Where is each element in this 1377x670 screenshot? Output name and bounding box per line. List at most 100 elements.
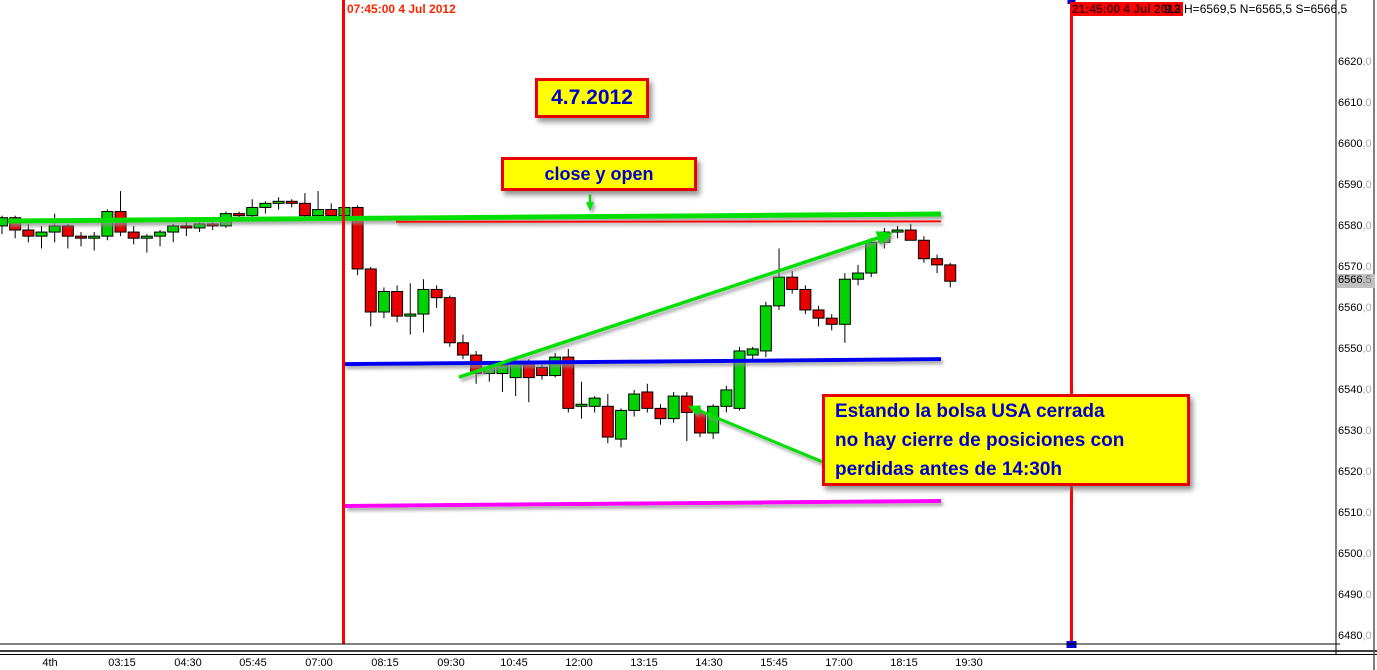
candle-body — [285, 200, 298, 204]
candle-body — [417, 288, 430, 315]
time-axis-label: 18:15 — [890, 657, 918, 669]
uptrend-arrow-head[interactable] — [875, 231, 893, 245]
close-open-annotation-box[interactable]: close y open — [501, 157, 697, 191]
price-axis-label: 6590,0 — [1338, 178, 1372, 191]
candle-body — [206, 223, 219, 227]
note-arrow-head[interactable] — [688, 405, 702, 416]
candle-body — [312, 209, 325, 217]
price-axis-label: 6610,0 — [1338, 96, 1372, 109]
candle-body — [496, 364, 509, 375]
price-axis-label: 6560,0 — [1338, 301, 1372, 314]
candle-body — [127, 231, 140, 239]
price-axis-label: 6520,0 — [1338, 465, 1372, 478]
candle-body — [443, 297, 456, 344]
candle-body — [167, 225, 180, 233]
candle-body — [351, 206, 364, 270]
candle-body — [601, 405, 614, 438]
price-axis-label: 6570,0 — [1338, 260, 1372, 273]
time-axis-label: 09:30 — [437, 657, 465, 669]
candle-body — [88, 235, 101, 239]
time-axis-label: 4th — [42, 657, 58, 669]
candle-body — [75, 235, 88, 239]
price-axis-label: 6490,0 — [1338, 588, 1372, 601]
candle-body — [404, 313, 417, 317]
candle-body — [233, 213, 246, 217]
candle-body — [9, 217, 22, 231]
usa-market-note-box[interactable]: Estando la bolsa USA cerrada no hay cier… — [822, 394, 1190, 486]
drawing-objects-layer — [7, 194, 942, 508]
time-axis-label: 15:45 — [760, 657, 788, 669]
candle-body — [680, 395, 693, 413]
candle-body — [720, 389, 733, 407]
candle-body — [654, 407, 667, 420]
last-price-tag: 6566,5 — [1337, 274, 1375, 289]
time-axis-label: 17:00 — [825, 657, 853, 669]
candle-body — [430, 288, 443, 299]
date-annotation-box[interactable]: 4.7.2012 — [535, 78, 649, 118]
price-axis-label: 6530,0 — [1338, 424, 1372, 437]
candle-body — [931, 258, 944, 266]
price-axis-label: 6510,0 — [1338, 506, 1372, 519]
close-open-pointer-arrow-head[interactable] — [585, 202, 595, 212]
candle-body — [140, 235, 153, 239]
candle-body — [0, 217, 8, 227]
note-line-2: no hay cierre de posiciones con — [835, 429, 1125, 451]
price-axis-label: 6600,0 — [1338, 137, 1372, 150]
candle-body — [575, 403, 588, 407]
candle-body — [746, 348, 759, 356]
price-axis-label: 6540,0 — [1338, 383, 1372, 396]
time-axis-label: 08:15 — [371, 657, 399, 669]
candle-body — [588, 397, 601, 407]
price-axis-label: 6550,0 — [1338, 342, 1372, 355]
date-annotation-label: 4.7.2012 — [551, 86, 633, 109]
time-axis-label: 04:30 — [174, 657, 202, 669]
time-axis-label: 19:30 — [955, 657, 983, 669]
candle-body — [891, 229, 904, 233]
right-vline-timestamp: 21:45:00 4 Jul 2012 — [1070, 2, 1183, 16]
note-arrow[interactable] — [698, 409, 824, 464]
candle-body — [522, 362, 535, 379]
candle-body — [667, 395, 680, 420]
close-open-green-line[interactable] — [7, 211, 942, 224]
candle-body — [641, 391, 654, 409]
time-axis-label: 12:00 — [565, 657, 593, 669]
candle-body — [786, 276, 799, 290]
price-axis-label: 6480,0 — [1338, 629, 1372, 642]
price-axis-label: 6500,0 — [1338, 547, 1372, 560]
candle-body — [812, 309, 825, 319]
candle-body — [917, 239, 930, 260]
candle-body — [154, 231, 167, 237]
candle-body — [193, 223, 206, 229]
candle-body — [246, 206, 259, 217]
magenta-support-line[interactable] — [344, 499, 942, 508]
candle-body — [535, 366, 548, 377]
time-axis-label: 03:15 — [108, 657, 136, 669]
candle-body — [825, 317, 838, 325]
candle-body — [180, 225, 193, 229]
time-axis-label: 07:00 — [305, 657, 333, 669]
candle-body — [852, 272, 865, 280]
candle-body — [298, 202, 311, 217]
note-line-3: perdidas antes de 14:30h — [835, 458, 1063, 480]
candle-body — [838, 278, 851, 325]
candle-body — [48, 225, 61, 233]
candle-body — [773, 276, 786, 307]
blue-support-line[interactable] — [343, 357, 942, 367]
candle-body — [759, 305, 772, 352]
candle-body — [101, 211, 114, 237]
candles-layer — [0, 191, 957, 448]
candle-body — [22, 229, 35, 237]
candle-body — [562, 356, 575, 409]
uptrend-arrow[interactable] — [458, 236, 879, 379]
candle-body — [799, 288, 812, 311]
candle-body — [364, 268, 377, 313]
candle-body — [456, 342, 469, 356]
time-axis-label: 14:30 — [695, 657, 723, 669]
candle-body — [865, 241, 878, 274]
candle-body — [272, 200, 285, 204]
candle-body — [391, 291, 404, 317]
candle-body — [509, 362, 522, 379]
candle-body — [377, 291, 390, 313]
